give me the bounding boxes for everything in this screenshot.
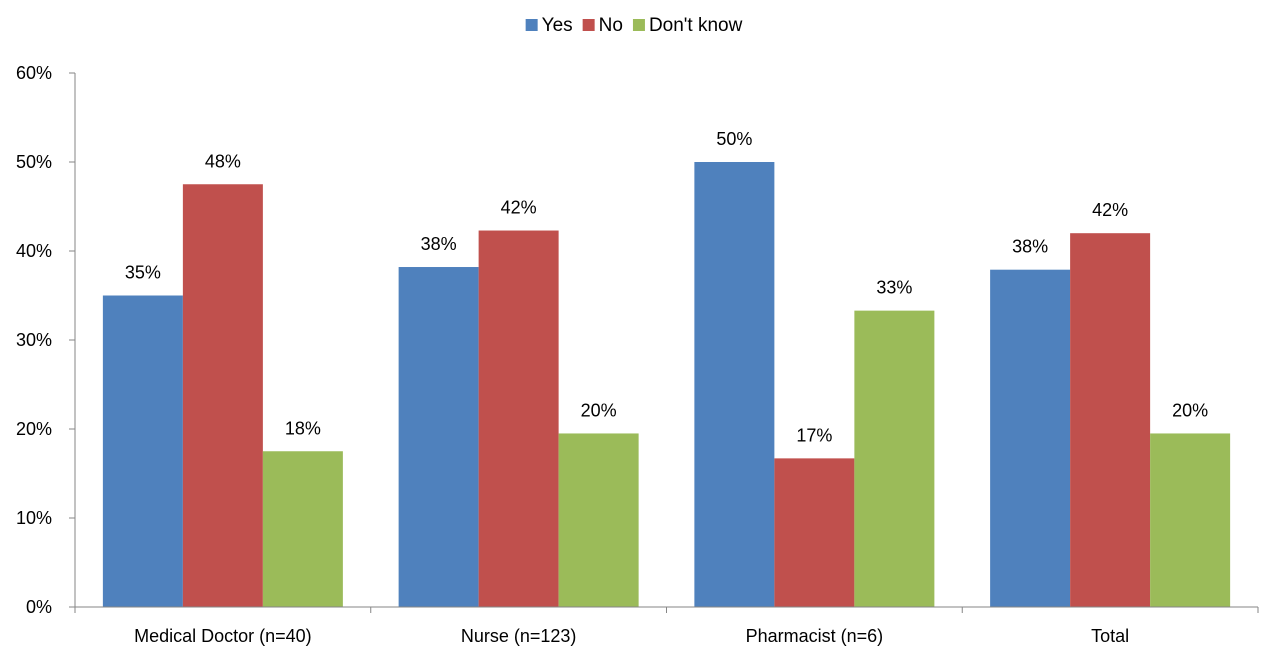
y-axis: 0% 10% 20% 30% 40% 50% 60% <box>16 63 76 617</box>
x-category-label: Nurse (n=123) <box>461 626 577 646</box>
bar <box>694 162 775 607</box>
x-category-label: Pharmacist (n=6) <box>746 626 884 646</box>
y-tick-label: 50% <box>16 152 52 172</box>
x-category-label: Medical Doctor (n=40) <box>134 626 312 646</box>
y-tick-label: 0% <box>26 597 52 617</box>
data-label: 20% <box>581 400 617 420</box>
bar <box>182 184 263 607</box>
data-labels: 35% 48% 18% 38% 42% 20% 50% 17% 33% 38% 42% 20% <box>125 129 1208 445</box>
data-label: 20% <box>1172 400 1208 420</box>
bar <box>990 269 1071 607</box>
legend-label: No <box>599 15 623 36</box>
legend-label: Don't know <box>649 15 743 36</box>
legend: Yes No Don't know <box>525 15 743 36</box>
legend-swatch <box>632 19 645 31</box>
bar <box>774 458 855 607</box>
data-label: 38% <box>1012 237 1048 257</box>
data-label: 33% <box>876 278 912 298</box>
x-category-label: Total <box>1091 626 1129 646</box>
x-axis: Medical Doctor (n=40) Nurse (n=123) Pharma… <box>74 606 1259 646</box>
data-label: 35% <box>125 263 161 283</box>
bar <box>478 230 559 607</box>
y-tick-label: 10% <box>16 508 52 528</box>
bar <box>398 267 479 607</box>
data-label: 17% <box>796 425 832 445</box>
bar <box>1070 233 1151 607</box>
bar <box>854 310 935 607</box>
legend-swatch <box>582 19 595 31</box>
data-label: 18% <box>285 418 321 438</box>
y-tick-label: 40% <box>16 241 52 261</box>
bar <box>558 433 639 607</box>
data-label: 38% <box>421 234 457 254</box>
bar <box>102 295 183 607</box>
data-label: 42% <box>1092 200 1128 220</box>
data-label: 50% <box>716 129 752 149</box>
legend-label: Yes <box>542 15 573 36</box>
bar <box>262 451 343 607</box>
data-label: 48% <box>205 151 241 171</box>
bars <box>102 162 1231 607</box>
y-tick-label: 20% <box>16 419 52 439</box>
y-tick-label: 60% <box>16 63 52 83</box>
y-tick-label: 30% <box>16 330 52 350</box>
legend-swatch <box>525 19 538 31</box>
data-label: 42% <box>501 198 537 218</box>
bar <box>1150 433 1231 607</box>
